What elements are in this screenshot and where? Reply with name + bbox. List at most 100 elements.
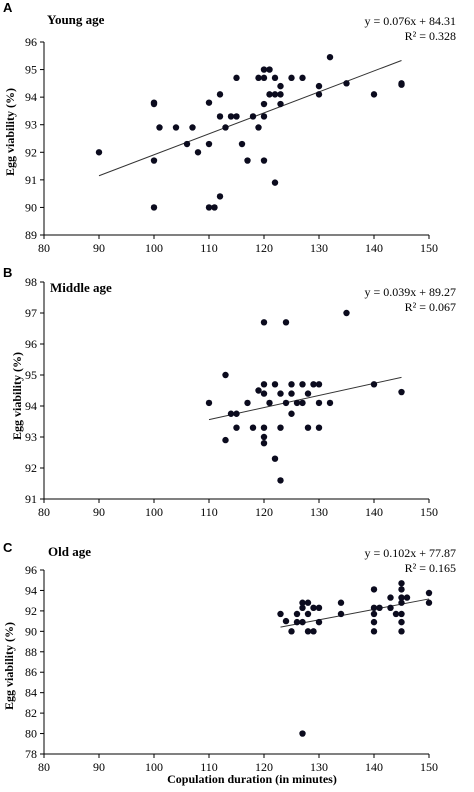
data-point: [315, 381, 323, 388]
x-tick-label: 80: [38, 760, 50, 774]
equation-text: y = 0.039x + 89.27: [364, 285, 456, 299]
data-point: [271, 179, 279, 186]
x-tick-label: 120: [255, 241, 273, 255]
data-point: [370, 586, 378, 593]
data-point: [260, 100, 268, 108]
data-point: [282, 617, 290, 625]
data-point: [315, 399, 323, 407]
data-point: [277, 610, 284, 618]
r-squared-text: R² = 0.328: [404, 29, 456, 43]
data-point: [370, 604, 378, 612]
data-point: [249, 424, 257, 431]
data-point: [343, 309, 350, 317]
data-point: [255, 387, 262, 394]
data-point: [425, 599, 433, 606]
y-tick-label: 94: [25, 583, 37, 597]
data-point: [293, 618, 301, 626]
data-point: [227, 410, 235, 417]
data-point: [315, 82, 323, 90]
data-point: [189, 124, 196, 131]
r-squared-text: R² = 0.067: [404, 300, 456, 314]
y-tick-label: 78: [25, 747, 37, 761]
data-point: [398, 594, 405, 601]
data-point: [293, 610, 301, 618]
panel-title: Middle age: [50, 280, 112, 295]
data-point: [255, 124, 262, 131]
data-point: [288, 390, 295, 397]
data-point: [227, 113, 235, 120]
data-point: [260, 113, 268, 120]
data-point: [299, 599, 306, 606]
data-point: [398, 388, 405, 396]
data-point: [398, 81, 405, 88]
data-point: [150, 157, 158, 164]
data-point: [370, 618, 378, 626]
x-tick-label: 150: [420, 760, 438, 774]
data-point: [244, 157, 251, 164]
panel-letter: C: [3, 540, 13, 555]
data-point: [222, 371, 229, 379]
data-point: [260, 319, 268, 326]
x-tick-label: 120: [255, 760, 273, 774]
data-point: [343, 80, 350, 87]
x-axis-label: Copulation duration (in minutes): [167, 772, 337, 786]
y-tick-label: 96: [25, 337, 37, 351]
data-point: [304, 628, 312, 635]
y-tick-label: 84: [25, 686, 37, 700]
x-tick-label: 80: [38, 241, 50, 255]
y-tick-label: 90: [25, 624, 37, 638]
data-point: [260, 440, 268, 447]
x-tick-label: 110: [200, 760, 218, 774]
data-point: [398, 586, 405, 593]
data-point: [398, 610, 405, 618]
data-point: [95, 149, 103, 156]
y-tick-label: 82: [25, 706, 37, 720]
y-tick-label: 91: [25, 173, 37, 187]
y-tick-label: 94: [25, 90, 37, 104]
scatter-chart: 89 90 91 92 93 94 95 96 80 90 100 110 120 130 140 150: [25, 35, 438, 255]
data-point: [271, 455, 279, 462]
y-tick-label: 92: [25, 604, 37, 618]
data-point: [282, 399, 290, 407]
y-tick-label: 92: [25, 145, 37, 159]
data-point: [255, 74, 262, 82]
data-point: [150, 100, 158, 108]
x-tick-label: 130: [310, 760, 328, 774]
data-point: [288, 381, 295, 388]
data-point: [299, 604, 306, 612]
data-point: [271, 74, 279, 82]
data-point: [271, 381, 279, 388]
panel-letter: A: [3, 0, 13, 15]
scatter-chart: 91 92 93 94 95 96 97 98 80 90 100 110 120 130 140 150: [25, 275, 438, 519]
data-point: [398, 599, 405, 606]
data-point: [315, 604, 323, 612]
data-point: [205, 204, 213, 211]
data-point: [304, 599, 312, 606]
trend-line: [98, 60, 402, 177]
data-point: [271, 91, 279, 98]
data-point: [222, 436, 229, 444]
data-point: [392, 610, 400, 618]
x-tick-label: 140: [365, 760, 383, 774]
panel-old-age: C Old age y = 0.102x + 77.87 R² = 0.165 …: [0, 540, 474, 792]
panel-title: Young age: [47, 12, 105, 27]
data-point: [398, 580, 405, 587]
data-point: [315, 91, 323, 98]
x-tick-label: 110: [200, 241, 218, 255]
data-point: [299, 74, 306, 82]
data-point: [205, 140, 213, 148]
data-point: [288, 628, 295, 635]
data-point: [376, 604, 383, 612]
data-point: [238, 140, 246, 148]
data-point: [310, 604, 317, 612]
panel-middle-age: B Middle age y = 0.039x + 89.27 R² = 0.0…: [0, 265, 474, 535]
y-tick-label: 86: [25, 665, 37, 679]
data-point: [398, 628, 405, 635]
data-point: [370, 381, 378, 388]
data-point: [216, 113, 224, 120]
data-point: [205, 99, 213, 106]
x-tick-label: 150: [420, 241, 438, 255]
x-tick-label: 140: [365, 241, 383, 255]
y-tick-label: 96: [25, 35, 37, 49]
y-tick-label: 89: [25, 228, 37, 242]
